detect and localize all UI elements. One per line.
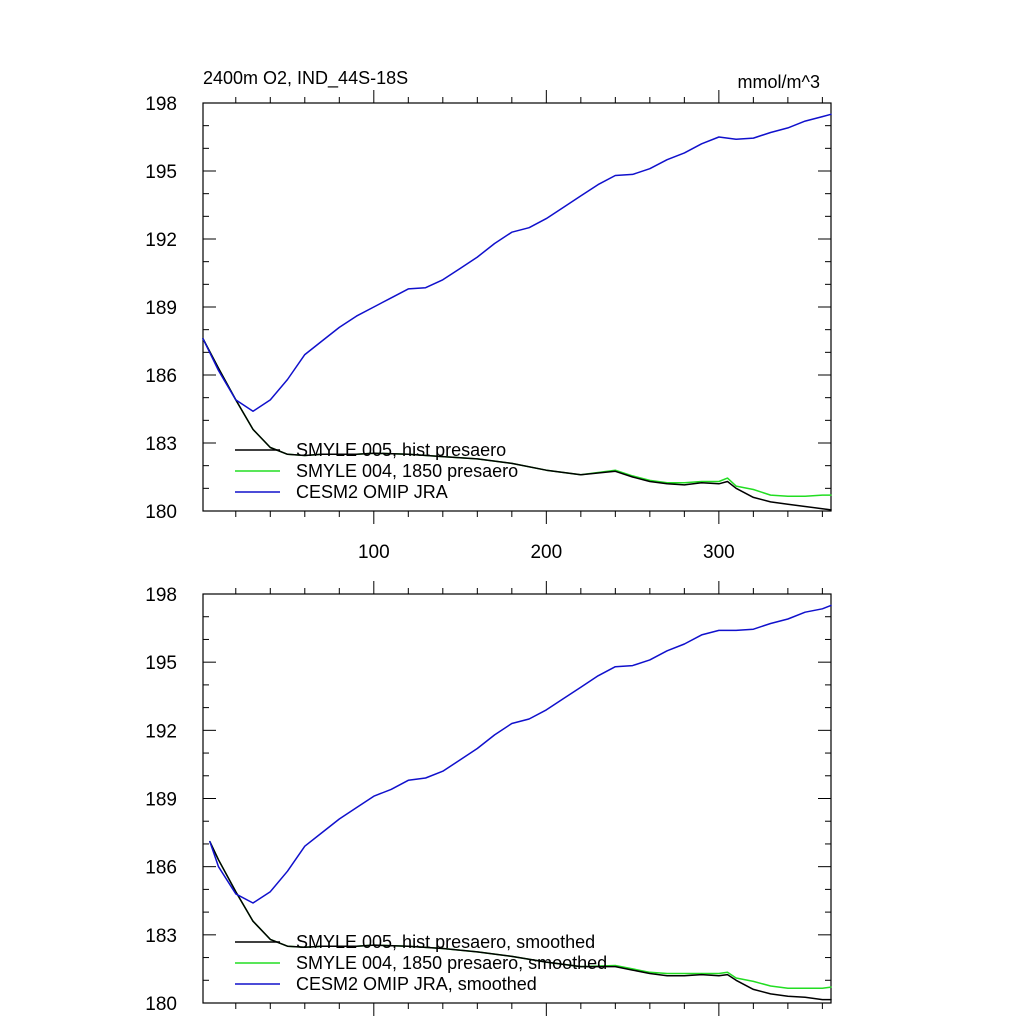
y-tick-label: 192 — [145, 230, 177, 251]
y-tick-label: 195 — [145, 653, 177, 674]
legend-label-1: SMYLE 005, hist presaero — [296, 440, 506, 460]
legend-label-3: CESM2 OMIP JRA, smoothed — [296, 974, 537, 994]
y-tick-label: 189 — [145, 298, 177, 319]
y-tick-label: 183 — [145, 434, 177, 455]
series-line-3 — [202, 113, 832, 413]
x-tick-label: 300 — [703, 542, 735, 563]
series-line-3 — [209, 604, 832, 904]
x-tick-label: 200 — [530, 542, 562, 563]
y-tick-label: 186 — [145, 366, 177, 387]
legend-label-2: SMYLE 004, 1850 presaero, smoothed — [296, 953, 607, 973]
series-line-1 — [202, 337, 832, 511]
y-tick-label: 180 — [145, 502, 177, 523]
y-tick-label: 183 — [145, 926, 177, 947]
y-tick-label: 198 — [145, 585, 177, 606]
legend-label-3: CESM2 OMIP JRA — [296, 482, 448, 502]
chart-title: 2400m O2, IND_44S-18S — [203, 68, 408, 89]
y-tick-label: 180 — [145, 994, 177, 1015]
chart-panel-2: 180 183 186 189 192 195 198 SMYLE 005, hist pre… — [145, 581, 832, 1016]
y-tick-label: 189 — [145, 790, 177, 811]
legend-label-1: SMYLE 005, hist presaero, smoothed — [296, 932, 595, 952]
chart-panel-1: 180 183 186 189 192 195 198 100 200 300 2400m O2, … — [145, 68, 832, 563]
y-tick-label: 195 — [145, 162, 177, 183]
y-tick-label: 192 — [145, 721, 177, 742]
y-tick-label: 198 — [145, 94, 177, 115]
units-label: mmol/m^3 — [738, 72, 820, 92]
x-tick-label: 100 — [358, 542, 390, 563]
legend-label-2: SMYLE 004, 1850 presaero — [296, 461, 518, 481]
series-line-1 — [209, 840, 832, 1001]
y-tick-label: 186 — [145, 858, 177, 879]
